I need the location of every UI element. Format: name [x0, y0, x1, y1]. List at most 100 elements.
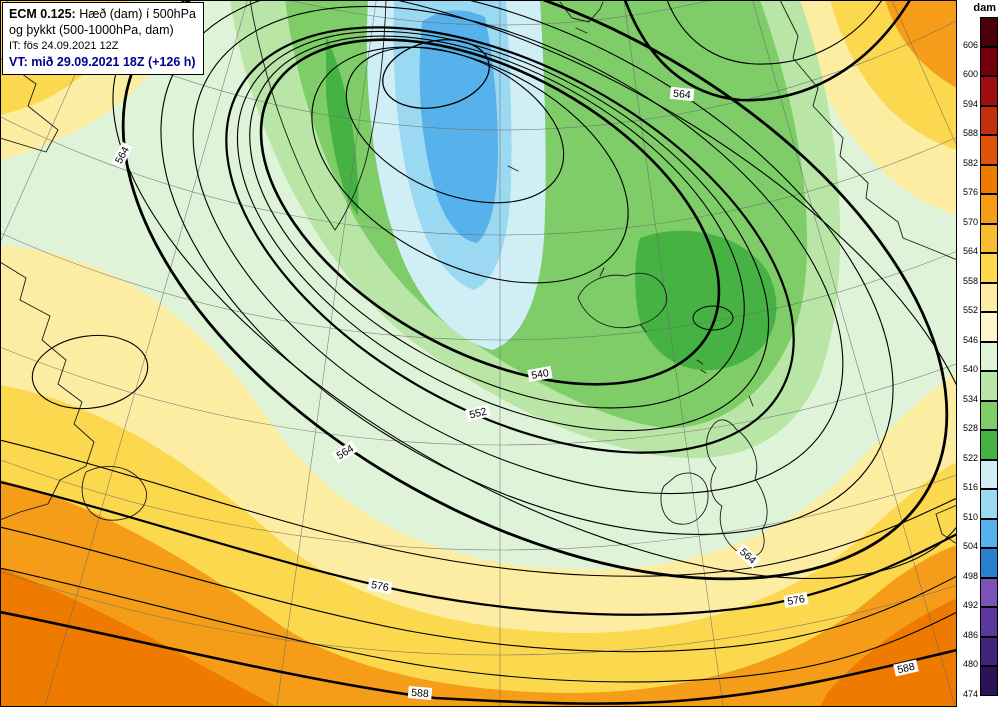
shetland-coast [748, 395, 754, 407]
baffin-coast [0, 57, 59, 153]
legend-value: 594 [962, 98, 978, 109]
color-scale-legend: dam 606 600 594 588 582 576 570 564 558 552 546 540… [957, 0, 1000, 707]
legend-value: 492 [962, 600, 978, 610]
height-contour [345, 46, 565, 204]
thickness-band [326, 35, 359, 215]
thickness-band [885, 0, 957, 88]
legend-color-swatch [980, 223, 998, 253]
legend-value: 510 [962, 511, 978, 522]
legend-value: 486 [962, 629, 978, 640]
legend-entry: 576 [963, 164, 998, 197]
contour-label: 564 [669, 86, 695, 101]
model-name: ECM 0.125: [9, 7, 76, 21]
iceland-coast [577, 272, 668, 329]
legend-value: 516 [962, 482, 978, 492]
height-contour [692, 305, 734, 331]
legend-color-swatch [980, 666, 998, 696]
height-contour [31, 334, 149, 410]
svalbard-coast [559, 1, 604, 34]
legend-color-swatch [980, 518, 998, 548]
legend-value: 498 [962, 570, 978, 581]
legend-entry: 606 [962, 17, 998, 50]
chart-title-line2: og þykkt (500-1000hPa, dam) [9, 23, 174, 37]
legend-value: 504 [962, 541, 978, 551]
contour-label: 552 [465, 404, 491, 422]
iceland-fjords [599, 267, 647, 333]
legend-value: 606 [962, 39, 978, 50]
height-contour [0, 439, 957, 577]
chart-info-box: ECM 0.125: Hæð (dam) í 500hPa og þykkt (… [2, 2, 204, 76]
legend-entry: 492 [962, 577, 998, 610]
height-contour-552 [225, 26, 795, 454]
legend-color-swatch [980, 577, 998, 607]
legend-value: 552 [962, 305, 978, 315]
legend-color-swatch [980, 489, 998, 519]
legend-entry: 486 [962, 607, 998, 640]
legend-entry: 534 [962, 371, 998, 404]
height-contour [311, 46, 629, 284]
legend-color-swatch [980, 430, 998, 460]
legend-color-swatch [980, 312, 998, 342]
legend-entry: 522 [962, 430, 998, 463]
height-contour-540 [259, 38, 721, 386]
legend-value: 600 [962, 69, 978, 79]
height-contour-576 [0, 480, 957, 616]
legend-color-swatch [980, 164, 998, 194]
legend-color-swatch [980, 253, 998, 283]
legend-value: 528 [962, 423, 978, 433]
height-contour [382, 39, 490, 109]
legend-color-swatch [980, 636, 998, 666]
legend-value: 480 [962, 659, 978, 669]
height-contour [666, 0, 883, 65]
legend-entry: 528 [962, 400, 998, 433]
legend-color-swatch [980, 371, 998, 401]
legend-entry: 516 [962, 459, 998, 492]
legend-color-swatch [980, 400, 998, 430]
legend-value: 546 [962, 334, 978, 345]
legend-value: 558 [962, 275, 978, 286]
legend-value: 570 [962, 216, 978, 227]
jan-mayen-coast [507, 165, 519, 172]
legend-entry: 498 [962, 548, 998, 581]
coastlines [0, 0, 957, 557]
contour-label: 540 [527, 366, 553, 382]
valid-time: VT: mið 29.09.2021 18Z (+126 h) [9, 55, 196, 70]
thickness-band [419, 10, 498, 243]
legend-value: 534 [962, 393, 978, 404]
legend-value: 474 [962, 688, 978, 699]
faroe-islands-coast [696, 359, 707, 374]
greenland-coast [249, 0, 387, 231]
legend-entry: 588 [963, 105, 998, 138]
svg-text:576: 576 [370, 579, 390, 594]
svg-text:576: 576 [786, 593, 805, 608]
contour-label: 576 [367, 577, 393, 595]
legend-value: 522 [962, 452, 978, 463]
map-area: 564 564 540 552 564 564 576 576 588 588 ECM 0.125… [0, 0, 957, 707]
legend-entry: 582 [962, 135, 998, 168]
legend-entry: 594 [962, 76, 998, 109]
height-contour-588 [0, 610, 957, 705]
init-time: IT: fös 24.09.2021 12Z [9, 40, 119, 52]
graticule [0, 0, 957, 707]
legend-entry: 474 [962, 666, 998, 699]
ireland-coast [660, 472, 709, 525]
chart-title: Hæð (dam) í 500hPa [79, 7, 196, 21]
legend-color-swatch [980, 17, 998, 47]
height-contour-564-north [623, 0, 912, 102]
legend-color-swatch [980, 341, 998, 371]
norway-coast [779, 0, 957, 261]
svg-text:588: 588 [411, 687, 430, 700]
legend-color-swatch [980, 194, 998, 224]
legend-entries: 606 600 594 588 582 576 570 564 558 552 546 540 534 5… [962, 17, 998, 699]
thickness-band [0, 480, 957, 707]
thickness-band [820, 598, 957, 707]
legend-entry: 510 [962, 489, 998, 522]
legend-color-swatch [980, 282, 998, 312]
legend-color-swatch [980, 607, 998, 637]
legend-color-swatch [980, 459, 998, 489]
legend-entry: 546 [962, 312, 998, 345]
legend-value: 582 [962, 157, 978, 168]
legend-unit-label: dam [973, 2, 996, 14]
